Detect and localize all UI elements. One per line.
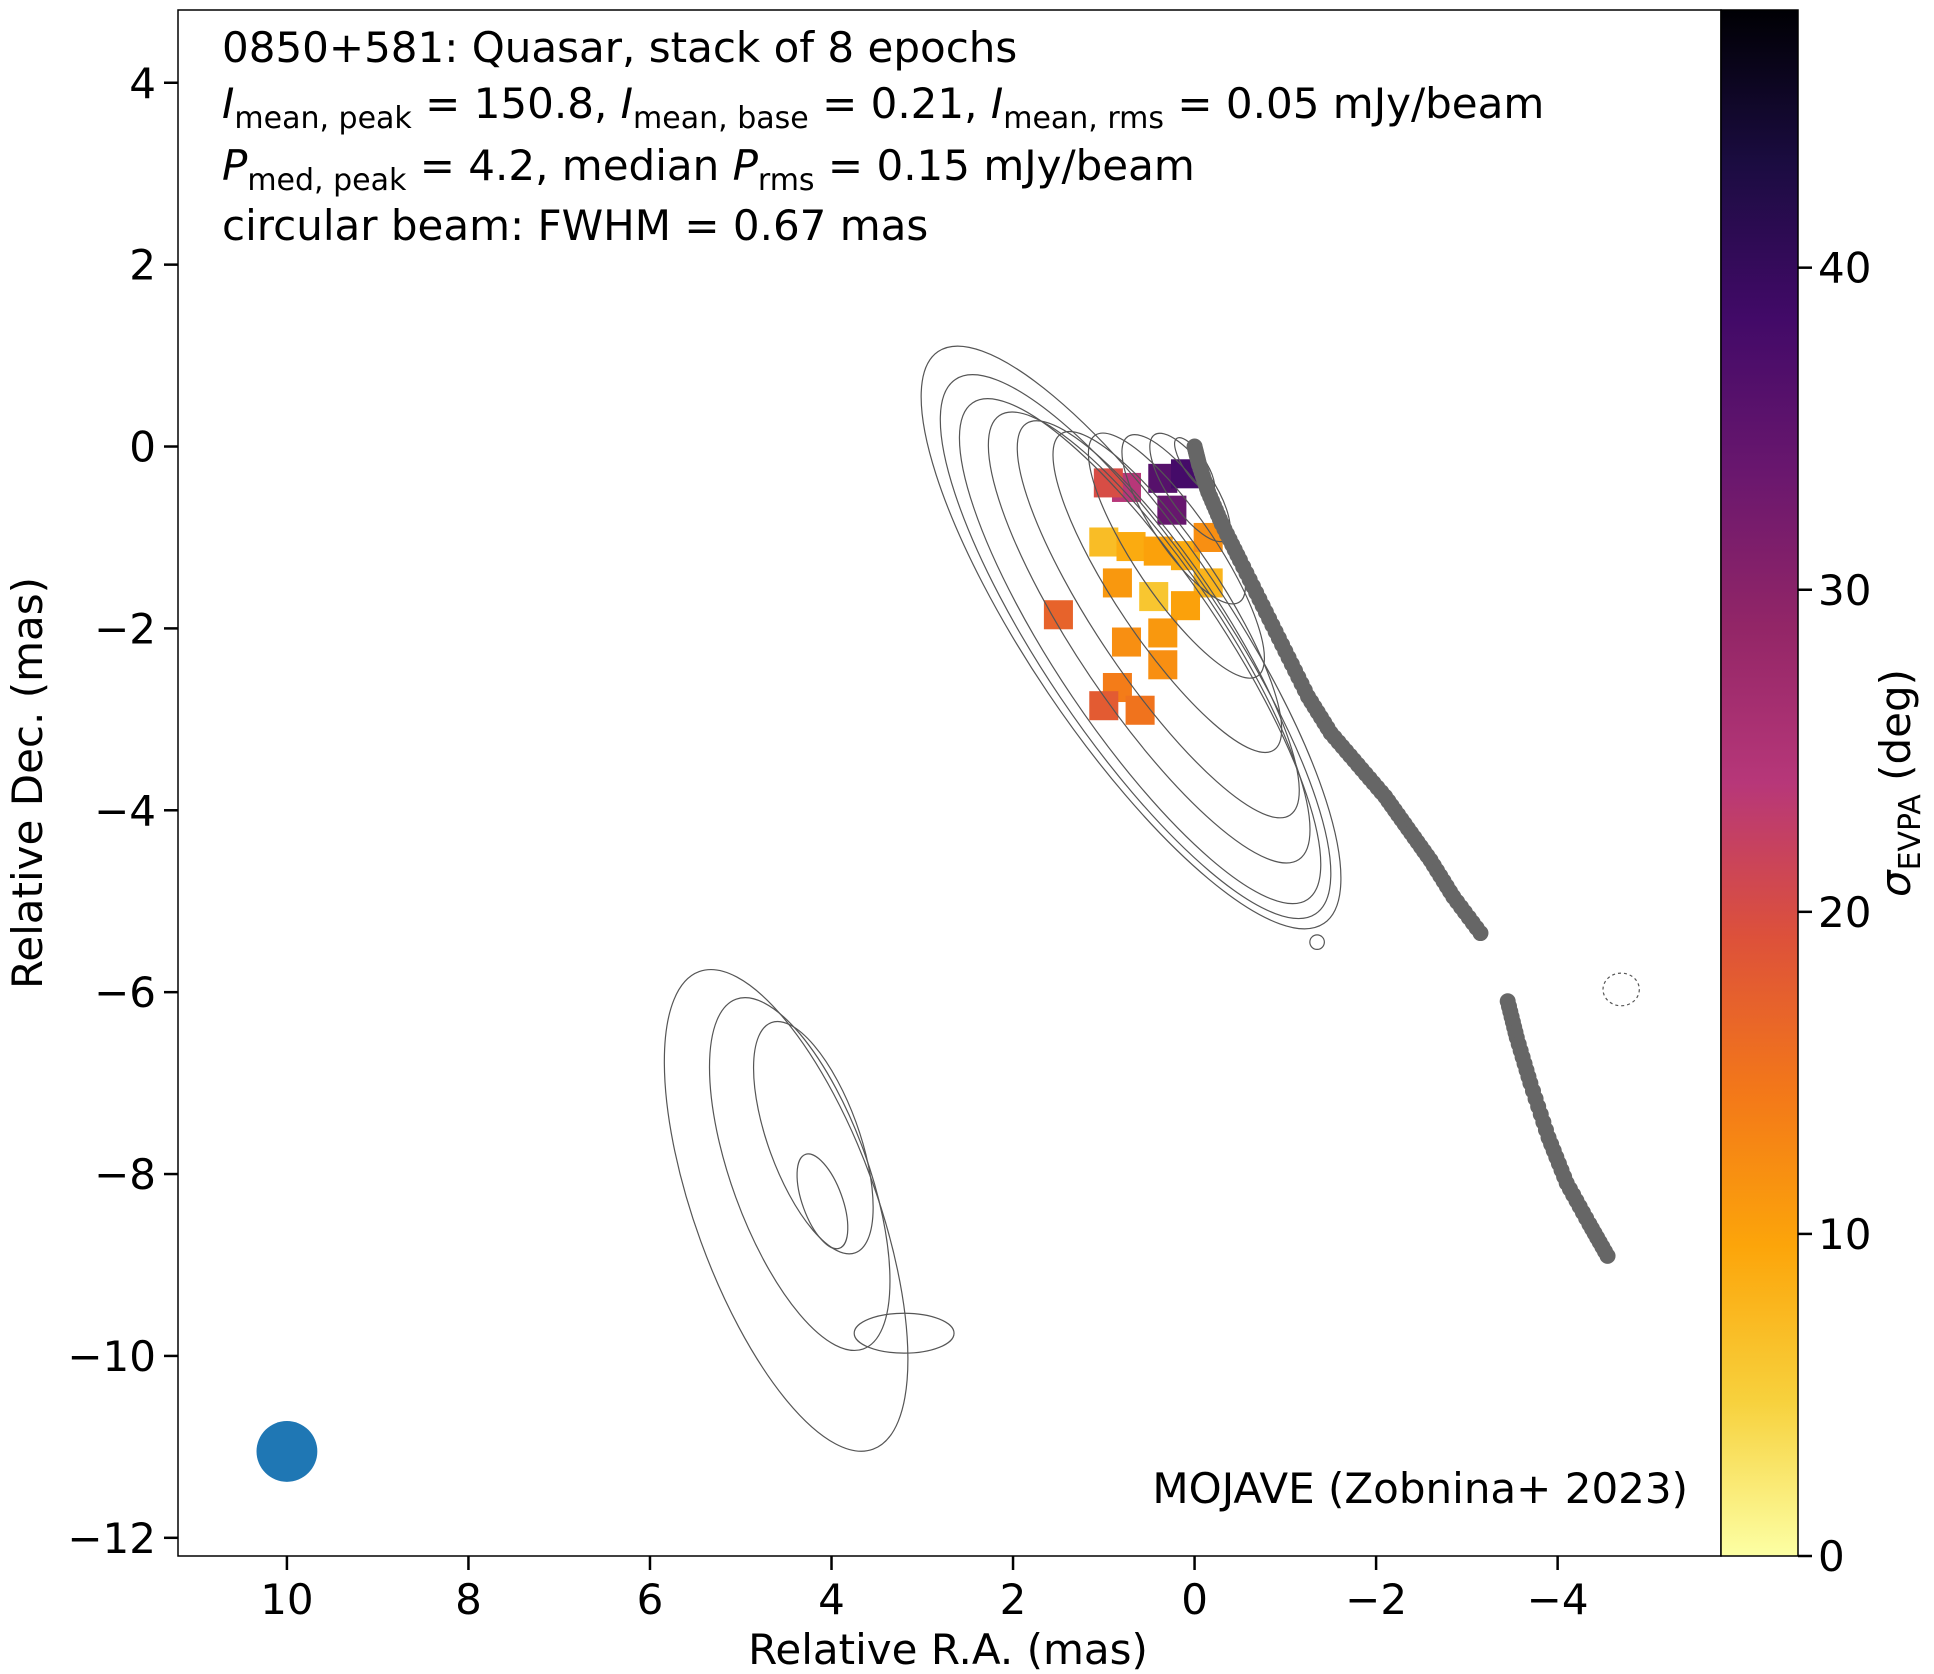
y-tick-label: −2 [94,604,156,653]
evpa-patch [1148,618,1178,648]
contour-line [1087,432,1265,679]
contour-line [920,345,1342,930]
x-tick-label: 0 [1181,1575,1208,1624]
stokes-i-contours [663,345,1640,1452]
ridge-lines [1186,438,1616,1264]
x-tick-label: 4 [818,1575,845,1624]
ridge-point [1599,1247,1616,1264]
contour-line [1309,934,1325,951]
y-axis-label: Relative Dec. (mas) [3,577,52,989]
x-axis-label: Relative R.A. (mas) [748,1625,1148,1674]
x-tick-label: −4 [1527,1575,1589,1624]
plot-area [178,10,1721,1556]
ridge-line [1186,438,1489,942]
colorbar-label: σEVPA (deg) [1871,669,1928,897]
contour-line [708,997,891,1352]
y-tick-label: −10 [67,1332,156,1381]
y-tick-label: 4 [129,59,156,108]
colorbar-tick-label: 0 [1818,1532,1845,1581]
evpa-patch [1093,468,1123,498]
x-tick-label: 10 [260,1575,313,1624]
contour-line [1016,420,1300,819]
contour-line [752,1020,874,1255]
x-tick-label: 2 [1000,1575,1027,1624]
x-tick-label: 8 [455,1575,482,1624]
evpa-patch [1170,591,1201,621]
ridge-point [1472,925,1489,942]
evpa-patch [1102,568,1132,598]
annotation-block: 0850+581: Quasar, stack of 8 epochs Imea… [222,23,1544,250]
colorbar-tick-label: 10 [1818,1210,1871,1259]
evpa-patch [1089,527,1119,557]
contour-line [853,1312,955,1354]
evpa-patch [1116,532,1146,562]
colorbar-tick-label: 30 [1818,566,1871,615]
colorbar [1721,10,1798,1556]
x-tick-label: −2 [1345,1575,1407,1624]
annotation-line-1: 0850+581: Quasar, stack of 8 epochs [222,23,1017,72]
colorbar-axis: 0 10 20 30 40 [1798,244,1871,1581]
x-axis: 10 8 6 4 2 0 −2 −4 [260,1556,1589,1624]
ridge-line [1499,993,1616,1264]
beam-marker [256,1421,318,1482]
colorbar-tick-label: 20 [1818,888,1871,937]
evpa-patch [1111,627,1142,657]
y-tick-label: −4 [94,786,156,835]
y-tick-label: −6 [94,968,156,1017]
evpa-patch [1139,582,1169,612]
y-tick-label: 2 [129,241,156,290]
contour-line [1602,972,1640,1007]
colorbar-frame [1720,9,1799,1557]
y-axis: 4 2 0 −2 −4 −6 −8 −10 −12 [67,59,178,1563]
contour-line [987,411,1311,864]
annotation-line-4: circular beam: FWHM = 0.67 mas [222,201,928,250]
evpa-patch [1043,600,1073,630]
evpa-uncertainty-map [1043,459,1223,725]
contour-line [939,374,1332,920]
colorbar-tick-label: 40 [1818,244,1871,293]
y-tick-label: −8 [94,1150,156,1199]
evpa-patch [1148,650,1178,680]
contour-line [1052,430,1283,754]
contour-line [796,1153,849,1250]
credit-label: MOJAVE (Zobnina+ 2023) [1152,1464,1688,1513]
x-tick-label: 6 [637,1575,664,1624]
y-tick-label: 0 [129,423,156,472]
annotation-line-2: Imean, peak = 150.8, Imean, base = 0.21,… [222,79,1544,136]
annotation-line-3: Pmed, peak = 4.2, median Prms = 0.15 mJy… [222,141,1195,198]
contour-line [958,398,1322,905]
y-tick-label: −12 [67,1514,156,1563]
beam-circle [256,1421,318,1482]
